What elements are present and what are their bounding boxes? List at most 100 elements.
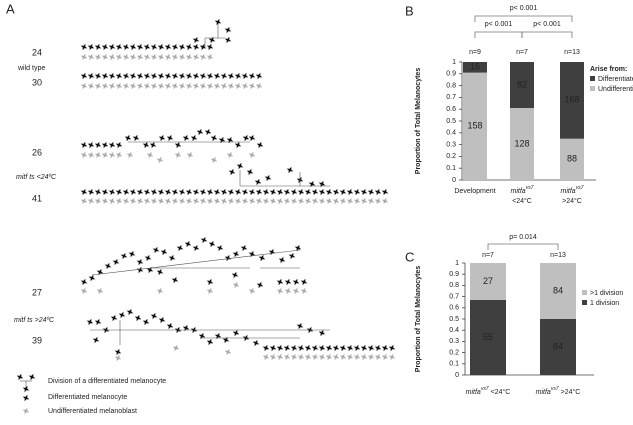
legend-title: Arise from:	[590, 66, 627, 73]
cell-icon	[276, 278, 284, 286]
cell-icon	[150, 72, 158, 80]
bar-segment	[560, 138, 584, 180]
cell-icon	[311, 353, 319, 361]
cell-icon	[226, 136, 234, 144]
cell-icon	[101, 141, 109, 149]
label-part: mitfa	[511, 188, 526, 195]
cell-icon	[160, 248, 168, 256]
cell-icon	[22, 407, 30, 415]
cell-icon	[208, 240, 216, 248]
n-label: n=9	[469, 49, 481, 56]
cell-count: 41	[32, 193, 42, 203]
x-tick-label: mitfavs7 >24°C	[561, 185, 584, 205]
group-label: mitf ts >24ºC	[14, 317, 55, 324]
cell-icon	[353, 344, 361, 352]
cell-icon	[304, 197, 312, 205]
legend-label: 1 division	[590, 300, 619, 307]
cell-icon	[164, 188, 172, 196]
cell-icon	[216, 244, 224, 252]
cell-icon	[258, 254, 266, 262]
cell-icon	[284, 278, 292, 286]
cell-icon	[248, 188, 256, 196]
count-label: 168	[564, 95, 579, 105]
cell-icon	[108, 141, 116, 149]
cell-icon	[171, 72, 179, 80]
cell-icon	[122, 53, 130, 61]
cell-icon	[199, 197, 207, 205]
y-tick-label: 0	[452, 177, 456, 184]
count-label: 84	[553, 341, 563, 351]
cell-icon	[80, 72, 88, 80]
cell-icon	[292, 278, 300, 286]
cell-icon	[325, 344, 333, 352]
cell-icon	[185, 197, 193, 205]
cell-icon	[122, 72, 130, 80]
cell-icon	[192, 197, 200, 205]
count-label: 128	[514, 138, 529, 148]
cell-icon	[80, 53, 88, 61]
cell-icon	[297, 353, 305, 361]
cell-icon	[132, 134, 140, 142]
y-tick-label: 0.1	[446, 165, 456, 172]
cell-icon	[228, 168, 236, 176]
cell-icon	[256, 141, 264, 149]
cell-icon	[190, 134, 198, 142]
label-part: vs7	[551, 386, 559, 392]
label-part: >24°C	[561, 388, 581, 396]
cell-icon	[304, 353, 312, 361]
y-tick-label: 0	[455, 372, 459, 379]
x-tick-label: Development	[454, 188, 495, 195]
cell-icon	[80, 278, 88, 286]
cell-icon	[308, 180, 316, 188]
significance-bracket	[521, 31, 573, 38]
cell-icon	[16, 373, 24, 381]
cell-count: 24	[32, 47, 42, 57]
legend-label: Undifferentiated melanoblast	[48, 408, 137, 415]
cell-icon	[178, 72, 186, 80]
cell-icon	[94, 53, 102, 61]
cell-icon	[86, 318, 94, 326]
cell-icon	[28, 373, 36, 381]
cell-icon	[80, 151, 88, 159]
cell-count: 30	[32, 77, 42, 87]
y-tick-label: 0.2	[446, 153, 456, 160]
cell-icon	[241, 197, 249, 205]
cell-icon	[290, 353, 298, 361]
cell-icon	[143, 72, 151, 80]
cell-icon	[304, 344, 312, 352]
count-label: 84	[553, 285, 563, 295]
p-value: p< 0.001	[510, 5, 538, 12]
cell-icon	[88, 274, 96, 282]
cell-icon	[174, 141, 182, 149]
cell-icon	[255, 82, 263, 90]
cell-icon	[87, 53, 95, 61]
cell-icon	[171, 53, 179, 61]
y-axis-title: Proportion of Total Melanocytes	[415, 266, 422, 373]
cell-icon	[120, 252, 128, 260]
cell-icon	[115, 72, 123, 80]
cell-icon	[136, 188, 144, 196]
cell-icon	[146, 266, 154, 274]
cell-icon	[269, 353, 277, 361]
cell-icon	[87, 188, 95, 196]
cell-icon	[157, 43, 165, 51]
cell-icon	[374, 344, 382, 352]
cell-icon	[206, 188, 214, 196]
cell-icon	[353, 353, 361, 361]
cell-icon	[318, 329, 326, 337]
cell-icon	[157, 72, 165, 80]
cell-icon	[208, 36, 216, 44]
cell-icon	[224, 348, 232, 356]
n-label: n=13	[564, 49, 580, 56]
cell-icon	[112, 258, 120, 266]
cell-icon	[353, 197, 361, 205]
y-tick-label: 0.3	[449, 338, 459, 345]
cell-icon	[288, 252, 296, 260]
label-part: mitfa	[536, 389, 551, 396]
bar-segment	[470, 263, 506, 300]
cell-icon	[184, 240, 192, 248]
cell-icon	[262, 188, 270, 196]
cell-icon	[200, 236, 208, 244]
cell-icon	[346, 353, 354, 361]
legend-swatch	[590, 86, 595, 91]
